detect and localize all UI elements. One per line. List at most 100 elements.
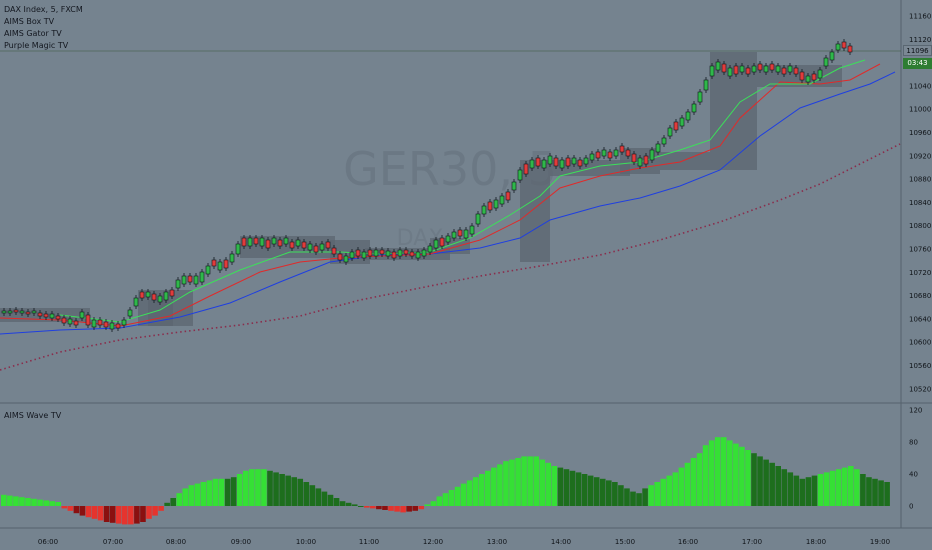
wave-bar xyxy=(551,466,558,506)
price-tick-label: 10560 xyxy=(909,362,931,370)
candle-body xyxy=(337,253,343,261)
candle-body xyxy=(523,163,529,175)
wave-bar xyxy=(515,458,521,506)
candle-body xyxy=(847,45,853,53)
wave-bar xyxy=(860,474,866,506)
candle-body xyxy=(607,151,613,159)
wave-bar xyxy=(648,485,654,506)
candle-body xyxy=(679,117,685,127)
gator-blue-line xyxy=(0,71,896,335)
wave-bar xyxy=(781,469,788,506)
candle-body xyxy=(313,245,319,253)
time-tick-label: 16:00 xyxy=(678,538,698,546)
candle-body xyxy=(781,67,787,75)
wave-bar xyxy=(563,469,570,506)
wave-bar xyxy=(1,494,7,506)
candle-body xyxy=(157,295,163,303)
time-tick-label: 19:00 xyxy=(870,538,890,546)
candle-body xyxy=(409,251,415,257)
time-tick-label: 17:00 xyxy=(742,538,762,546)
candle-body xyxy=(25,311,31,315)
indicator-aims-wave[interactable]: AIMS Wave TV xyxy=(4,411,62,420)
wave-bar xyxy=(678,467,685,506)
indicator-aims-box[interactable]: AIMS Box TV xyxy=(4,17,55,26)
candle-body xyxy=(823,57,829,67)
candle-body xyxy=(217,261,223,271)
wave-bar xyxy=(787,472,794,506)
wave-bar xyxy=(720,437,727,506)
wave-bar xyxy=(345,502,352,506)
wave-bar xyxy=(406,506,412,512)
candle-body xyxy=(115,323,121,329)
candle-body xyxy=(661,137,667,145)
indicator-aims-gator[interactable]: AIMS Gator TV xyxy=(4,29,62,38)
countdown-tag: 03:43 xyxy=(903,58,932,69)
candle-body xyxy=(169,289,175,297)
candle-body xyxy=(397,249,403,257)
wave-bar xyxy=(587,475,594,506)
wave-bar xyxy=(575,472,582,506)
price-tick-label: 10760 xyxy=(909,246,931,254)
candle-body xyxy=(1,310,7,314)
candle-body xyxy=(505,191,511,201)
candle-body xyxy=(535,157,541,167)
candle-body xyxy=(571,157,577,165)
wave-bar xyxy=(485,470,491,506)
candle-body xyxy=(715,61,721,71)
price-tick-label: 10840 xyxy=(909,199,931,207)
candle-body xyxy=(667,127,673,137)
price-tick-label: 10520 xyxy=(909,385,931,393)
wave-bar xyxy=(418,506,425,510)
wave-bar xyxy=(708,440,715,506)
candle-body xyxy=(493,199,499,209)
candle-body xyxy=(445,235,451,243)
candle-body xyxy=(331,247,337,255)
candle-body xyxy=(547,155,553,165)
time-tick-label: 18:00 xyxy=(806,538,826,546)
price-tick-label: 10920 xyxy=(909,152,931,160)
candle-body xyxy=(463,229,469,239)
wave-bar xyxy=(714,437,721,506)
wave-bar xyxy=(527,456,533,506)
wave-bar xyxy=(733,443,739,506)
candle-body xyxy=(745,67,751,75)
candle-body xyxy=(541,159,547,169)
wave-bar xyxy=(666,475,673,506)
wave-bar xyxy=(115,506,122,524)
wave-bar xyxy=(545,462,552,506)
candle-body xyxy=(799,71,805,81)
candle-body xyxy=(265,239,271,249)
wave-bar xyxy=(188,485,195,506)
candle-body xyxy=(349,251,355,259)
wave-bar xyxy=(388,506,394,511)
wave-bar xyxy=(394,506,400,512)
wave-bar xyxy=(763,459,769,506)
wave-bar xyxy=(61,506,68,509)
price-tick-label: 10880 xyxy=(909,176,931,184)
wave-bar xyxy=(49,501,55,506)
wave-bar xyxy=(866,477,872,506)
wave-bar xyxy=(206,480,213,506)
indicator-purple-magic[interactable]: Purple Magic TV xyxy=(4,41,69,50)
wave-bar xyxy=(140,506,146,522)
candle-body xyxy=(835,43,841,51)
symbol-title[interactable]: DAX Index, 5, FXCM xyxy=(4,5,83,14)
candle-body xyxy=(97,319,103,326)
candle-body xyxy=(487,201,493,211)
wave-bar xyxy=(400,506,406,513)
candle-body xyxy=(655,143,661,153)
candle-body xyxy=(187,275,193,283)
candle-body xyxy=(427,245,433,253)
time-tick-label: 06:00 xyxy=(38,538,58,546)
candle-body xyxy=(37,312,43,317)
candle-body xyxy=(775,65,781,73)
wave-bar xyxy=(236,474,243,506)
aims-box xyxy=(520,160,550,262)
candle-body xyxy=(709,65,715,77)
wave-bar xyxy=(630,491,636,506)
wave-bar xyxy=(97,506,104,521)
candle-body xyxy=(199,271,205,283)
wave-bar xyxy=(624,488,630,506)
